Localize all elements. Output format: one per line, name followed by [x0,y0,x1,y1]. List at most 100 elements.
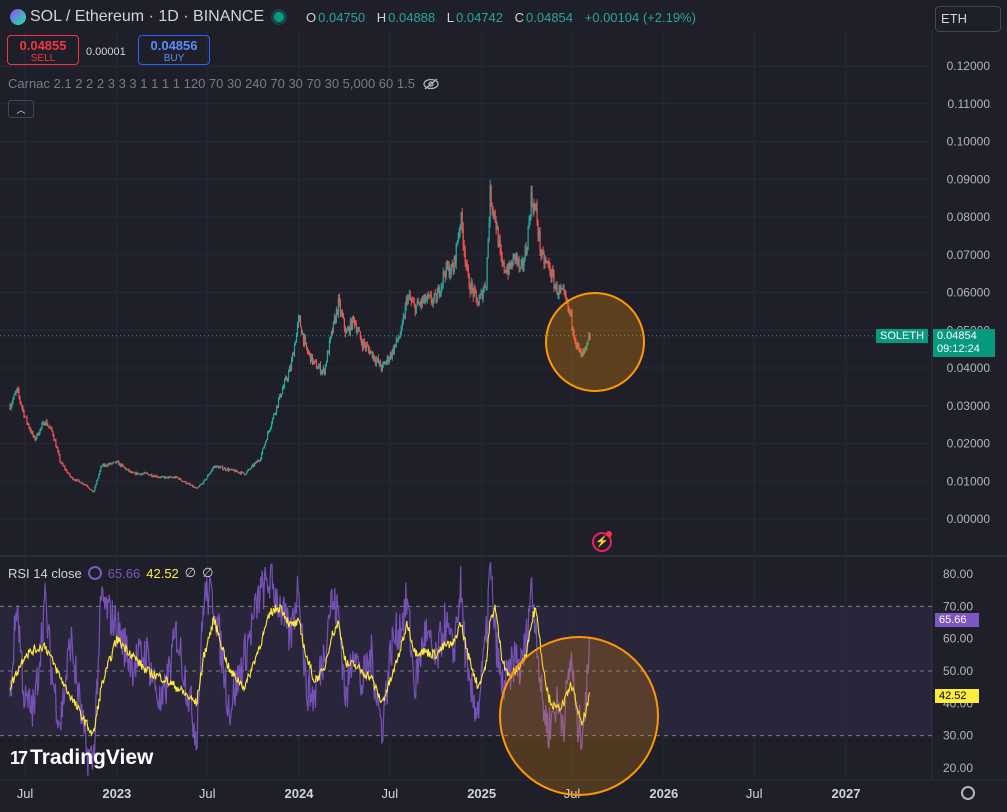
candle-body [282,386,285,390]
sell-label: SELL [30,53,56,64]
candle-body [454,256,456,264]
candle-body [373,355,375,361]
rsi-legend[interactable]: RSI 14 close 65.66 42.52 ∅ ∅ [8,565,213,581]
candle-body [161,476,163,478]
spread-value: 0.00001 [86,46,126,58]
candle-body [395,338,397,345]
candle-body [475,290,477,298]
rsi-axis-label: 60.00 [943,632,973,646]
candle-body [55,440,57,448]
candle-body [322,368,325,371]
candle-body [381,363,383,370]
candle-body [63,465,65,467]
candle-body [95,484,97,487]
candle-body [481,291,483,299]
candle-body [451,264,453,268]
candle-body [112,462,114,464]
candle-body [335,309,338,323]
candle-body [539,231,541,251]
candle-body [160,476,162,478]
candle-body [457,238,459,243]
sell-button[interactable]: 0.04855 SELL [7,35,79,65]
rsi-ma-value-tag: 42.52 [935,689,979,703]
candle-body [250,466,253,469]
candle-body [190,484,192,486]
candle-body [360,338,362,344]
candle-body [124,467,126,469]
collapse-legend-button[interactable]: ︿ [8,100,34,118]
candle-body [377,358,379,363]
price-axis-label: 0.06000 [947,286,991,300]
candle-body [415,305,417,314]
candle-body [289,367,292,370]
candle-body [348,327,351,334]
candle-body [208,474,210,476]
currency-button[interactable]: ETH [935,6,1001,32]
candle-body [153,475,155,477]
high-value: 0.04888 [388,10,436,25]
candle-body [303,337,306,344]
candle-body [556,284,558,295]
candle-body [307,352,310,354]
candle-body [534,204,536,209]
candle-body [439,292,441,296]
candle-body [76,479,78,481]
candle-body [207,475,209,478]
candle-body [198,486,200,488]
candle-body [573,331,575,338]
candle-body [356,330,358,332]
candle-body [136,472,138,475]
candle-body [68,473,70,475]
settings-gear-icon[interactable] [961,786,975,800]
candle-body [263,444,266,448]
rsi-axis-label: 50.00 [943,664,973,678]
sell-price: 0.04855 [19,38,67,53]
change-value: +0.00104 (+2.19%) [584,10,696,25]
buy-button[interactable]: 0.04856 BUY [138,35,210,65]
candle-body [170,476,172,478]
candle-body [46,420,48,426]
candle-body [9,405,11,410]
candle-body [540,250,542,257]
candle-body [144,472,146,474]
candle-body [342,316,345,319]
candle-body [132,472,134,474]
candle-body [100,466,102,471]
candle-body [22,407,24,411]
candle-body [382,362,384,364]
flash-alert-icon[interactable]: ⚡ [592,532,612,552]
indicator-legend[interactable]: Carnac 2.1 2 2 2 3 3 3 1 1 1 1 120 70 30… [8,76,439,91]
tradingview-logo[interactable]: 17 TradingView [10,746,153,770]
candle-body [281,389,284,395]
candle-body [491,205,493,210]
candle-body [259,458,262,461]
rsi-source-icon[interactable] [87,566,102,580]
candle-body [558,287,560,295]
candle-body [440,285,442,293]
candle-body [204,479,206,481]
candle-body [544,260,546,265]
candle-body [129,471,131,473]
candle-body [435,294,437,303]
eye-off-icon[interactable] [423,78,439,90]
candle-body [42,422,44,425]
candle-body [384,362,386,365]
candle-body [406,298,408,303]
candle-body [428,295,430,297]
candle-body [535,206,537,209]
candle-body [442,271,444,284]
candle-body [99,470,101,475]
candle-body [119,463,121,466]
candle-body [575,341,577,346]
candle-body [407,296,409,303]
symbol-title[interactable]: SOL / Ethereum · 1D · BINANCE [10,8,285,26]
candle-body [476,297,478,306]
candle-body [329,336,332,341]
candle-body [357,330,359,332]
candle-body [200,484,202,486]
time-axis-label: 2026 [649,786,678,801]
candle-body [386,356,388,362]
time-axis-label: Jul [199,786,216,801]
candle-body [27,422,29,425]
